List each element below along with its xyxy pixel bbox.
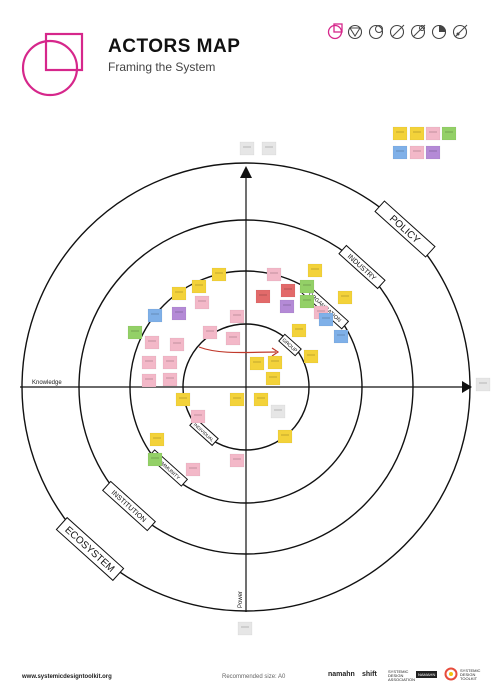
listening-icon: [347, 24, 363, 40]
sticky-note[interactable]: [255, 289, 271, 304]
sticky-note[interactable]: [425, 126, 441, 141]
sticky-note[interactable]: [253, 392, 269, 407]
sticky-note[interactable]: [291, 323, 307, 338]
power-arrow-icon: [240, 166, 252, 178]
sticky-note[interactable]: [307, 263, 323, 278]
sticky-note[interactable]: [337, 290, 353, 305]
sticky-note[interactable]: [266, 267, 282, 282]
sticky-note[interactable]: [229, 392, 245, 407]
sticky-note[interactable]: [270, 404, 286, 419]
sticky-note[interactable]: [475, 377, 491, 392]
sticky-note[interactable]: [229, 453, 245, 468]
sticky-note[interactable]: [149, 432, 165, 447]
fostering-icon: [452, 24, 468, 40]
sticky-note[interactable]: [299, 294, 315, 309]
sticky-note[interactable]: [194, 295, 210, 310]
sticky-note[interactable]: [265, 371, 281, 386]
understanding-icon: [368, 24, 384, 40]
sticky-note[interactable]: [141, 355, 157, 370]
sticky-note[interactable]: [267, 355, 283, 370]
sticky-note[interactable]: [147, 308, 163, 323]
sticky-notes: [127, 126, 491, 636]
sticky-note[interactable]: [185, 462, 201, 477]
sticky-note[interactable]: [277, 429, 293, 444]
sticky-note[interactable]: [147, 452, 163, 467]
knowledge-label: Knowledge: [32, 380, 62, 386]
sticky-note[interactable]: [190, 409, 206, 424]
sticky-note[interactable]: [211, 267, 227, 282]
sticky-note[interactable]: [392, 126, 408, 141]
sticky-note[interactable]: [280, 283, 296, 298]
svg-text:ECOSYSTEM: ECOSYSTEM: [62, 525, 116, 575]
sticky-note[interactable]: [141, 373, 157, 388]
sticky-note[interactable]: [127, 325, 143, 340]
sticky-note[interactable]: [333, 329, 349, 344]
sticky-note[interactable]: [171, 286, 187, 301]
sticky-note[interactable]: [175, 392, 191, 407]
sticky-note[interactable]: [171, 306, 187, 321]
toolkit-logo-icon: [444, 667, 458, 681]
logo-icon: [21, 32, 84, 97]
exploring-icon: [410, 24, 426, 40]
sticky-note[interactable]: [261, 141, 277, 156]
phase-icons: [326, 22, 476, 42]
sticky-note[interactable]: [299, 279, 315, 294]
sticky-note[interactable]: [303, 349, 319, 364]
svg-text:INDUSTRY: INDUSTRY: [346, 253, 377, 282]
brand-namahn-box: NAMAHN: [416, 671, 438, 678]
page-title: ACTORS MAP: [108, 36, 241, 57]
designing-icon: [431, 24, 447, 40]
defining-icon: [389, 24, 405, 40]
sticky-note[interactable]: [229, 309, 245, 324]
sticky-note[interactable]: [169, 337, 185, 352]
sticky-note[interactable]: [225, 331, 241, 346]
sticky-note[interactable]: [279, 299, 295, 314]
sticky-note[interactable]: [318, 312, 334, 327]
framing-icon: [327, 23, 343, 40]
ring-label-institution: INSTITUTION: [101, 480, 157, 532]
sticky-note[interactable]: [191, 279, 207, 294]
sticky-note[interactable]: [409, 126, 425, 141]
sticky-note[interactable]: [162, 372, 178, 387]
sticky-note[interactable]: [237, 621, 253, 636]
sticky-note[interactable]: [162, 355, 178, 370]
knowledge-arrow-icon: [462, 381, 472, 393]
sticky-note[interactable]: [441, 126, 457, 141]
footer-recommended-size: Recommended size: A0: [222, 674, 286, 680]
ring-label-ecosystem: ECOSYSTEM: [55, 516, 125, 582]
brand-namahn: namahn: [328, 671, 355, 678]
sticky-note[interactable]: [392, 145, 408, 160]
sticky-note[interactable]: [249, 356, 265, 371]
page-subtitle: Framing the System: [108, 60, 216, 74]
sticky-note[interactable]: [409, 145, 425, 160]
ring-label-group: GROUP: [278, 333, 302, 357]
sticky-note[interactable]: [144, 335, 160, 350]
power-label: Power: [238, 591, 244, 608]
brand-shift: shift: [362, 671, 377, 678]
sticky-note[interactable]: [425, 145, 441, 160]
ring-label-policy: POLICY: [374, 200, 436, 258]
ring-label-industry: INDUSTRY: [338, 244, 386, 290]
sticky-note[interactable]: [239, 141, 255, 156]
brand-sda: SYSTEMIC DESIGN ASSOCIATION: [388, 669, 416, 682]
brand-toolkit: SYSTEMIC DESIGN TOOLKIT: [460, 668, 481, 681]
sticky-note[interactable]: [202, 325, 218, 340]
footer-url[interactable]: www.systemicdesigntoolkit.org: [22, 674, 112, 680]
red-drawn-arrow: [198, 346, 277, 354]
svg-text:INSTITUTION: INSTITUTION: [110, 489, 147, 524]
